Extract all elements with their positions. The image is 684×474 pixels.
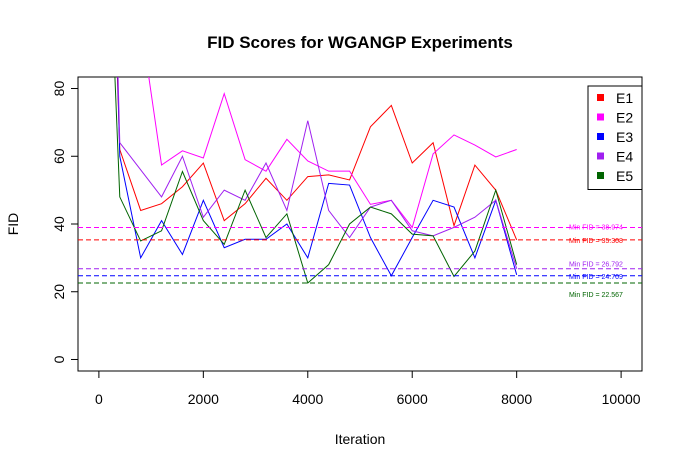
x-tick-label: 4000 [292, 391, 323, 407]
legend-box [587, 85, 643, 190]
min-label: Min FID = 35.308 [569, 238, 623, 245]
y-tick-label: 40 [51, 216, 67, 232]
legend-swatch [597, 172, 604, 179]
x-axis-label: Iteration [335, 431, 386, 447]
legend-swatch [597, 113, 604, 121]
series-line [117, 77, 518, 277]
y-tick-label: 0 [51, 355, 67, 363]
y-tick-label: 20 [51, 284, 67, 300]
plot-area [114, 77, 518, 284]
y-axis-label: FID [5, 213, 21, 236]
legend-swatch [597, 94, 604, 101]
series-line [114, 77, 518, 284]
min-label: Min FID = 38.974 [569, 224, 623, 231]
legend-swatch [597, 133, 604, 140]
x-tick-label: 6000 [397, 391, 428, 407]
x-tick-label: 0 [95, 391, 103, 407]
legend-label: E2 [616, 110, 633, 126]
x-tick-label: 10000 [602, 391, 641, 407]
x-tick-label: 8000 [501, 391, 532, 407]
legend-label: E5 [616, 168, 633, 184]
min-label: Min FID = 26.792 [569, 262, 623, 269]
legend-swatch [597, 152, 604, 160]
series-line [116, 77, 518, 241]
x-tick-label: 2000 [188, 391, 219, 407]
series-line [117, 77, 518, 269]
legend-label: E1 [616, 90, 633, 106]
chart-title: FID Scores for WGANGP Experiments [207, 33, 513, 52]
y-tick-label: 60 [51, 148, 67, 164]
min-label: Min FID = 24.709 [569, 274, 623, 281]
legend-label: E4 [616, 149, 633, 165]
min-label: Min FID = 22.567 [569, 292, 623, 299]
y-tick-label: 80 [51, 81, 67, 97]
legend-label: E3 [616, 129, 633, 145]
series-line [148, 77, 517, 229]
